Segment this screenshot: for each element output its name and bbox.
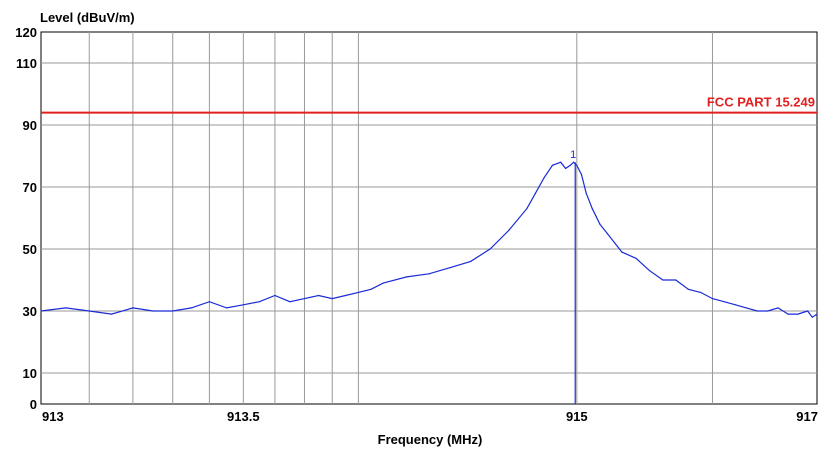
- data-point: [816, 313, 818, 315]
- data-point: [777, 307, 779, 309]
- data-point: [649, 270, 651, 272]
- grid: [41, 32, 817, 404]
- y-tick-label: 90: [23, 118, 37, 133]
- data-point: [470, 260, 472, 262]
- data-point: [756, 310, 758, 312]
- y-tick-label: 110: [16, 56, 37, 71]
- data-point: [565, 167, 567, 169]
- data-point: [508, 229, 510, 231]
- data-point: [797, 313, 799, 315]
- x-tick-label: 917: [796, 409, 818, 424]
- x-tick-label: 915: [566, 409, 588, 424]
- data-point: [711, 298, 714, 300]
- data-point: [344, 294, 347, 297]
- data-point: [734, 304, 737, 306]
- data-point: [318, 294, 320, 297]
- data-point: [40, 310, 42, 312]
- marker-label: 1: [570, 149, 576, 161]
- data-point: [172, 310, 174, 312]
- data-point: [585, 192, 587, 194]
- data-point: [242, 304, 244, 306]
- data-point: [767, 310, 769, 312]
- limit-line-group: FCC PART 15.249: [41, 95, 817, 114]
- plot-area: [40, 31, 818, 405]
- data-point: [406, 276, 408, 278]
- data-point: [152, 310, 154, 312]
- data-point: [675, 279, 677, 281]
- y-tick-labels: 0 10 30 50 70 90 110 120: [15, 25, 37, 412]
- x-tick-label: 913: [42, 409, 64, 424]
- data-point: [331, 298, 333, 300]
- data-point: [580, 174, 583, 176]
- y-tick-label: 70: [23, 180, 37, 195]
- data-point: [621, 251, 623, 253]
- y-tick-label: 30: [23, 304, 37, 319]
- marker-group: 1: [570, 149, 576, 404]
- x-axis-title: Frequency (MHz): [378, 432, 483, 447]
- data-point: [569, 164, 572, 166]
- data-point: [489, 248, 491, 250]
- data-point: [370, 288, 372, 290]
- data-point: [635, 257, 637, 259]
- data-point: [526, 208, 528, 210]
- data-point: [745, 307, 748, 309]
- x-tick-labels: 913 913.5 915 917: [42, 409, 818, 424]
- data-point: [382, 282, 384, 284]
- data-point: [543, 177, 545, 179]
- data-point: [357, 291, 359, 293]
- data-point: [591, 208, 593, 210]
- data-point: [599, 223, 601, 225]
- data-point: [534, 192, 537, 194]
- data-point: [700, 291, 702, 293]
- limit-line-label: FCC PART 15.249: [707, 95, 815, 110]
- y-axis-title: Level (dBuV/m): [40, 10, 135, 25]
- data-point: [190, 307, 192, 309]
- data-point: [111, 313, 113, 315]
- data-point: [606, 232, 608, 235]
- data-point: [573, 161, 575, 163]
- data-point: [303, 298, 306, 300]
- series-line: [40, 161, 818, 319]
- y-tick-label: 0: [30, 397, 37, 412]
- y-tick-label: 50: [23, 242, 37, 257]
- data-point: [226, 307, 228, 309]
- data-point: [560, 161, 562, 163]
- x-tick-label: 913.5: [227, 409, 260, 424]
- data-point: [449, 267, 451, 269]
- data-point: [274, 294, 276, 297]
- data-point: [65, 307, 67, 309]
- data-point: [428, 273, 430, 275]
- data-point: [551, 164, 554, 166]
- data-point: [208, 301, 210, 303]
- data-point: [687, 288, 690, 290]
- data-point: [811, 316, 813, 318]
- data-point: [289, 301, 291, 303]
- data-point: [787, 313, 789, 315]
- data-point: [258, 301, 260, 303]
- series-group: [40, 161, 818, 319]
- data-point: [132, 307, 134, 309]
- data-point: [576, 164, 578, 166]
- data-point: [807, 310, 809, 312]
- data-point: [88, 310, 90, 312]
- data-point: [662, 279, 664, 281]
- y-tick-label: 10: [23, 366, 37, 381]
- data-point: [723, 301, 725, 303]
- y-tick-label: 120: [15, 25, 37, 40]
